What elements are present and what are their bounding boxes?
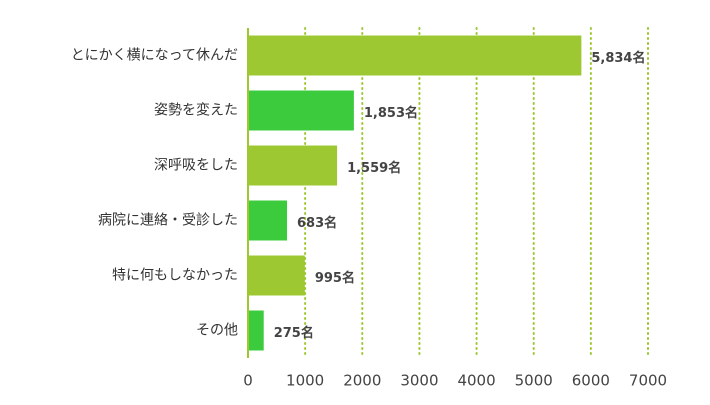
- x-tick-label: 1000: [286, 372, 324, 390]
- x-tick-label: 2000: [343, 372, 381, 390]
- y-tick-label: 特に何もしなかった: [112, 268, 238, 284]
- bar: [248, 145, 338, 186]
- bar: [248, 200, 288, 241]
- bar: [248, 310, 264, 351]
- value-label: 275名: [274, 325, 314, 341]
- y-tick-label: とにかく横になって休んだ: [71, 48, 238, 64]
- y-tick-label: 深呼吸をした: [154, 158, 238, 174]
- value-label: 5,834名: [591, 50, 645, 66]
- x-tick-label: 3000: [400, 372, 438, 390]
- bar: [248, 90, 354, 131]
- y-tick-label: 姿勢を変えた: [154, 102, 238, 119]
- y-tick-label: その他: [196, 323, 238, 339]
- bar: [248, 255, 305, 296]
- value-label: 683名: [297, 215, 337, 231]
- x-tick-label: 4000: [457, 372, 495, 390]
- x-tick-label: 7000: [629, 372, 667, 390]
- y-tick-label: 病院に連絡・受診した: [98, 213, 238, 229]
- x-tick-label: 5000: [515, 372, 553, 390]
- value-label: 1,559名: [347, 160, 401, 176]
- bar: [248, 35, 582, 76]
- value-label: 995名: [315, 270, 355, 286]
- x-tick-label: 6000: [572, 372, 610, 390]
- value-label: 1,853名: [364, 105, 418, 121]
- x-tick-label: 0: [243, 372, 253, 390]
